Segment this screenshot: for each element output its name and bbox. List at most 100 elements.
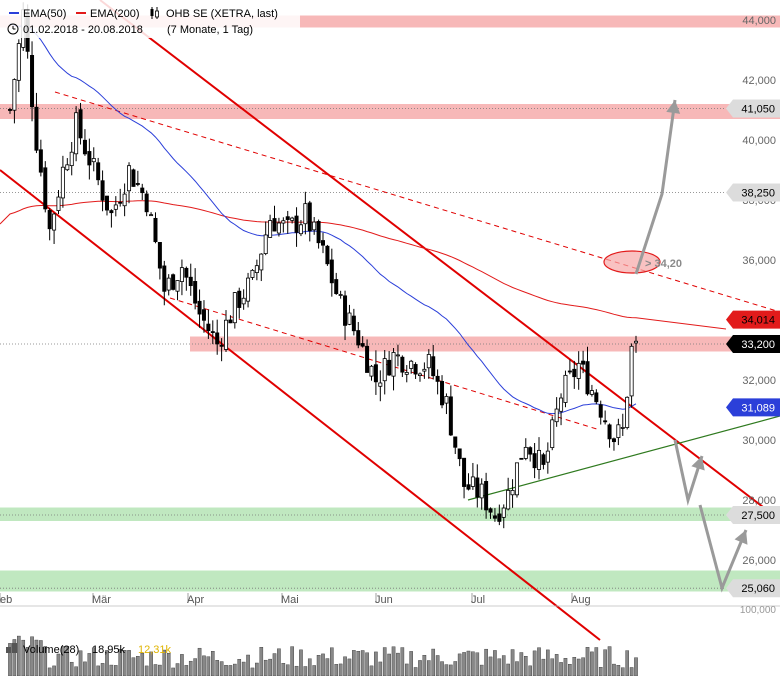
volume-bar: [550, 658, 555, 676]
volume-bar: [21, 639, 26, 676]
candle-body: [100, 180, 105, 201]
candle-body: [246, 277, 251, 302]
candle-body: [82, 139, 87, 155]
candle-body: [338, 294, 343, 296]
trendline-layer: [0, 0, 780, 641]
candle-body: [87, 151, 92, 166]
price-tag: [726, 335, 780, 353]
volume-bar: [620, 667, 625, 676]
volume-bar: [559, 662, 563, 676]
volume-bar: [378, 661, 383, 676]
volume-bar: [484, 648, 488, 676]
candle-body: [492, 515, 497, 519]
candle-body: [232, 292, 237, 324]
y-tick-label: 36,000: [742, 255, 776, 267]
volume-bar: [413, 667, 418, 676]
volume-bar: [462, 652, 466, 676]
volume-bar: [334, 664, 339, 676]
candle-body: [298, 224, 303, 235]
candle-body: [12, 79, 17, 111]
candle-body: [325, 245, 330, 265]
candle-body: [532, 453, 537, 469]
volume-bar: [457, 653, 462, 676]
volume-bar: [299, 649, 303, 676]
candle-body: [268, 220, 273, 238]
volume-bar: [528, 665, 532, 676]
volume-bar: [590, 651, 594, 676]
candle-body: [122, 193, 127, 207]
volume-bar: [347, 658, 352, 676]
volume-bar: [356, 651, 361, 676]
candle-body: [594, 392, 599, 403]
candle-body: [43, 167, 48, 210]
bull-arrow-head: [666, 100, 681, 114]
ema50-line: [9, 23, 637, 415]
volume-bar: [158, 664, 162, 676]
candle-body: [347, 312, 352, 325]
volume-bar: [418, 660, 422, 676]
candle-body: [404, 372, 409, 375]
volume-bar: [202, 655, 206, 676]
candle-body: [47, 210, 52, 230]
volume-bar: [475, 652, 480, 676]
candle-body: [250, 269, 255, 278]
volume-bar: [607, 646, 612, 676]
volume-bar: [127, 650, 131, 676]
volume-bar: [118, 649, 123, 676]
volume-bar: [488, 656, 493, 676]
volume-bar: [594, 647, 599, 676]
volume-bar: [184, 665, 189, 676]
candle-body: [343, 295, 348, 326]
candle-body: [307, 202, 312, 232]
resistance-zone: [190, 336, 780, 352]
candle-body: [488, 508, 493, 513]
volume-bar: [616, 665, 621, 676]
candle-body: [7, 109, 12, 111]
y-tick-label: 32,000: [742, 375, 776, 387]
candle-body: [440, 381, 445, 406]
volume-bar: [224, 665, 228, 676]
candle-body: [462, 457, 467, 487]
volume-bar: [30, 636, 34, 676]
candle-body: [501, 507, 506, 518]
candle-body: [603, 420, 608, 423]
candle-body: [387, 359, 392, 376]
candle-body: [413, 364, 418, 375]
candle-body: [550, 419, 555, 448]
volume-bar: [625, 650, 629, 676]
candle-body: [620, 427, 625, 429]
volume-bar: [69, 661, 74, 676]
volume-bar: [285, 664, 290, 676]
candle-body: [69, 151, 74, 167]
volume-icon: [6, 647, 11, 653]
volume-bar: [576, 658, 581, 676]
candle-body: [74, 112, 79, 155]
candle-body: [391, 352, 396, 377]
candle-body: [519, 457, 524, 460]
candle-body: [34, 106, 39, 151]
volume-bar: [233, 663, 237, 676]
y-tick-label: 40,000: [742, 135, 776, 147]
candle-body: [118, 201, 123, 204]
volume-bar: [210, 651, 215, 676]
volume-bar: [114, 665, 118, 676]
candle-body: [373, 364, 378, 383]
candle-body: [193, 281, 198, 304]
candle-body: [559, 397, 564, 412]
volume-bar: [250, 667, 255, 676]
highlight-ellipse: [603, 250, 661, 274]
volume-bar: [136, 656, 140, 676]
candle-body: [219, 344, 224, 347]
candle-body: [131, 169, 136, 187]
y-tick-label: 26,000: [742, 555, 776, 567]
candle-body: [329, 259, 334, 284]
candle-body: [475, 477, 480, 498]
volume-bar: [96, 665, 100, 676]
candle-body: [157, 242, 162, 269]
volume-bar: [471, 651, 475, 676]
bear-arrow-head: [734, 530, 748, 545]
candle-body: [316, 221, 321, 244]
price-tag-layer: 41,050 38,250 34,014 33,200 31,089 27,500 25,0…: [726, 99, 780, 598]
candle-body: [210, 331, 215, 333]
candle-body: [369, 365, 374, 377]
